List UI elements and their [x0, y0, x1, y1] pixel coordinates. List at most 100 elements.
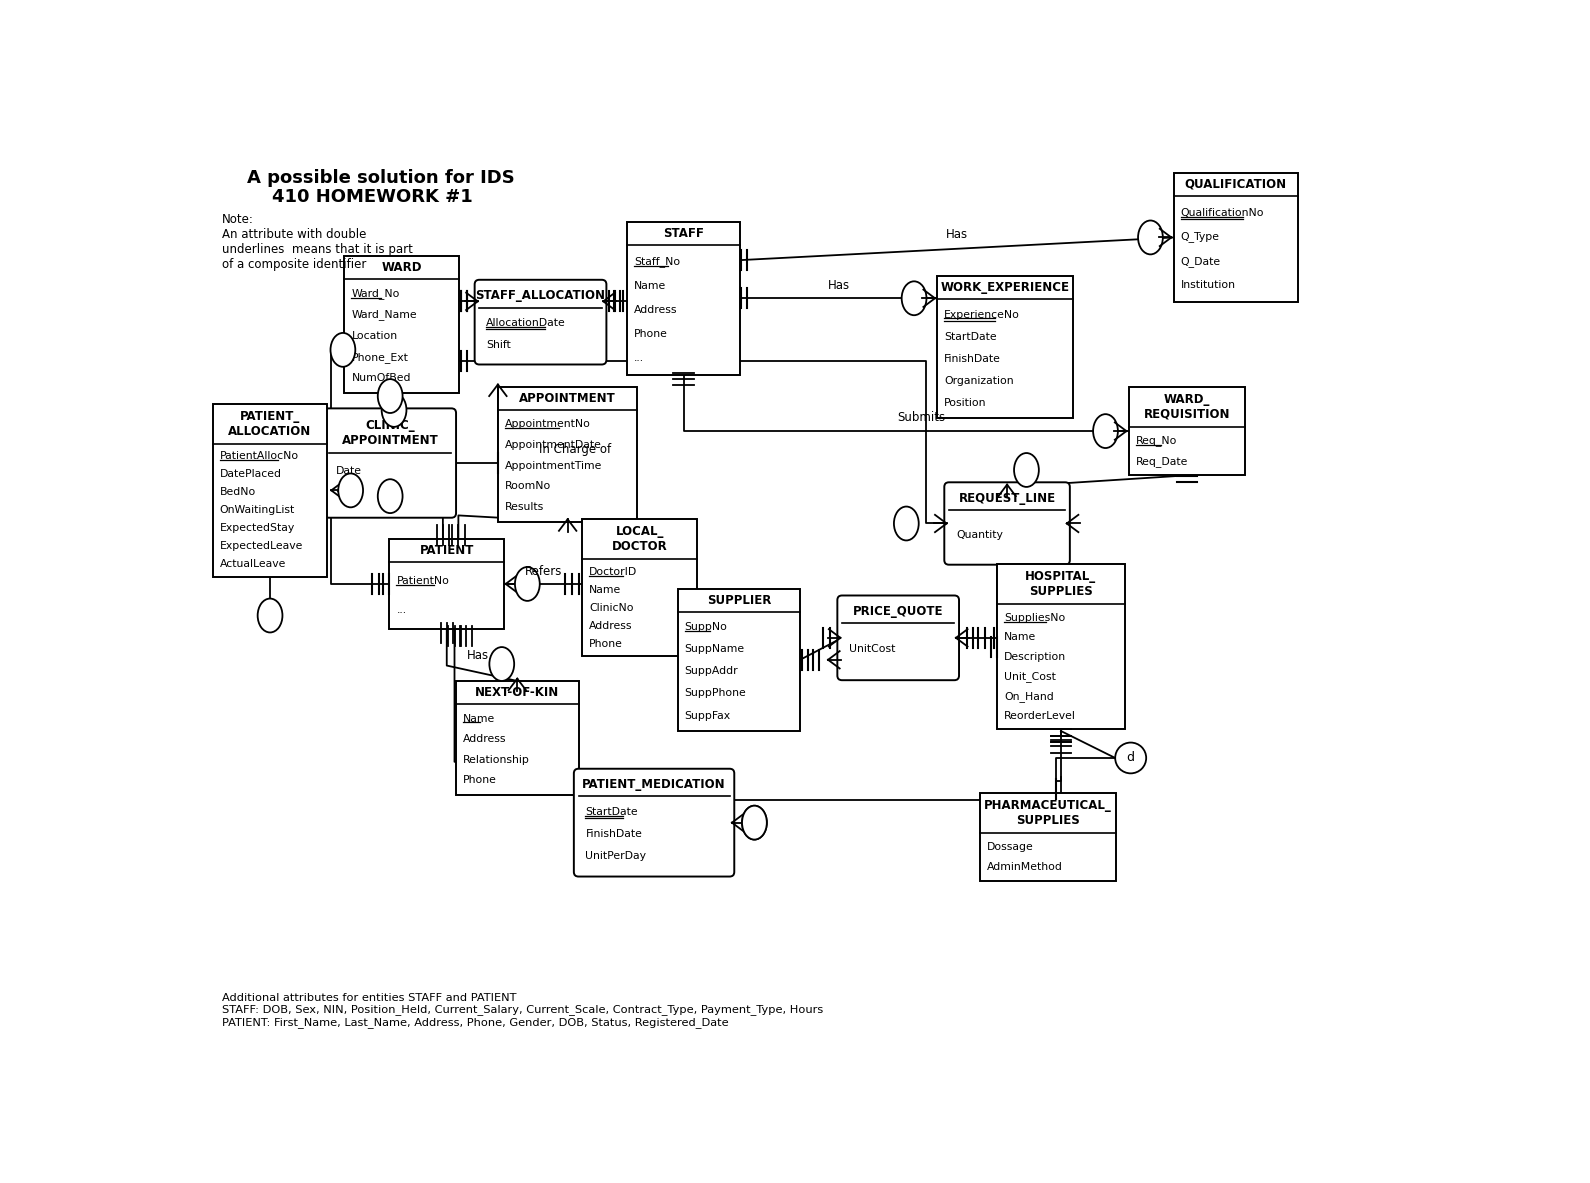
Text: Note:
An attribute with double
underlines  means that it is part
of a composite : Note: An attribute with double underline… [223, 213, 413, 271]
Text: Institution: Institution [1181, 280, 1235, 290]
Text: Date: Date [335, 466, 363, 476]
Text: UnitCost: UnitCost [849, 645, 895, 654]
Ellipse shape [1092, 414, 1118, 448]
Text: Location: Location [351, 331, 398, 341]
Text: ...: ... [634, 353, 644, 363]
Text: PatientAllocNo: PatientAllocNo [219, 452, 299, 461]
Text: Q_Date: Q_Date [1181, 256, 1221, 266]
Text: AllocationDate: AllocationDate [487, 318, 566, 328]
Ellipse shape [743, 806, 766, 840]
Text: 410 HOMEWORK #1: 410 HOMEWORK #1 [246, 188, 472, 206]
Text: ExperienceNo: ExperienceNo [944, 310, 1021, 319]
Text: LOCAL_
DOCTOR: LOCAL_ DOCTOR [612, 525, 668, 554]
Text: PHARMACEUTICAL_
SUPPLIES: PHARMACEUTICAL_ SUPPLIES [984, 799, 1111, 827]
Text: STAFF: STAFF [663, 227, 704, 240]
Bar [213, 403, 328, 577]
Bar [498, 387, 638, 522]
Text: SuppAddr: SuppAddr [685, 666, 738, 677]
Text: SuppliesNo: SuppliesNo [1003, 613, 1065, 622]
Text: ActualLeave: ActualLeave [219, 560, 286, 569]
Text: PATIENT_
ALLOCATION: PATIENT_ ALLOCATION [229, 409, 312, 438]
Text: Has: Has [467, 648, 488, 661]
Text: Quantity: Quantity [956, 530, 1003, 541]
Text: ReorderLevel: ReorderLevel [1003, 711, 1076, 720]
Text: QualificationNo: QualificationNo [1181, 208, 1264, 218]
Text: SuppFax: SuppFax [685, 711, 731, 720]
FancyBboxPatch shape [324, 408, 456, 518]
Text: PATIENT: PATIENT [420, 543, 474, 556]
Bar [456, 681, 579, 795]
Bar [677, 589, 800, 731]
Bar [1129, 387, 1245, 476]
Text: Phone_Ext: Phone_Ext [351, 351, 409, 362]
Text: FinishDate: FinishDate [944, 354, 1002, 363]
Ellipse shape [490, 647, 514, 681]
Text: STAFF_ALLOCATION: STAFF_ALLOCATION [475, 290, 606, 303]
Text: ExpectedLeave: ExpectedLeave [219, 542, 304, 551]
Text: d: d [1127, 751, 1135, 764]
Text: OnWaitingList: OnWaitingList [219, 505, 294, 516]
Bar [628, 222, 739, 375]
Text: On_Hand: On_Hand [1003, 691, 1054, 702]
Text: Name: Name [590, 584, 622, 595]
Text: ClinicNo: ClinicNo [590, 603, 634, 613]
Text: Ward_No: Ward_No [351, 289, 399, 299]
Text: Ward_Name: Ward_Name [351, 310, 417, 321]
Text: PATIENT_MEDICATION: PATIENT_MEDICATION [582, 778, 727, 791]
Text: Name: Name [1003, 632, 1037, 642]
Text: SuppPhone: SuppPhone [685, 689, 746, 698]
Text: A possible solution for IDS: A possible solution for IDS [246, 169, 515, 187]
Ellipse shape [331, 332, 355, 367]
Text: Additional attributes for entities STAFF and PATIENT
STAFF: DOB, Sex, NIN, Posit: Additional attributes for entities STAFF… [223, 993, 824, 1028]
Text: PatientNo: PatientNo [396, 576, 450, 587]
Ellipse shape [382, 393, 407, 427]
Text: HOSPITAL_
SUPPLIES: HOSPITAL_ SUPPLIES [1026, 570, 1097, 597]
Text: REQUEST_LINE: REQUEST_LINE [959, 492, 1056, 505]
Text: Position: Position [944, 397, 987, 408]
Text: FinishDate: FinishDate [585, 829, 642, 839]
Text: Organization: Organization [944, 376, 1014, 386]
Ellipse shape [378, 479, 402, 513]
Text: BedNo: BedNo [219, 487, 256, 497]
Text: AppointmentTime: AppointmentTime [506, 460, 603, 471]
Text: Results: Results [506, 502, 544, 512]
Text: QUALIFICATION: QUALIFICATION [1185, 177, 1286, 190]
Text: PRICE_QUOTE: PRICE_QUOTE [852, 606, 943, 619]
Text: ExpectedStay: ExpectedStay [219, 523, 294, 534]
Text: Unit_Cost: Unit_Cost [1003, 671, 1056, 681]
Text: Submits: Submits [898, 411, 946, 424]
Text: APPOINTMENT: APPOINTMENT [520, 392, 615, 405]
Text: Q_Type: Q_Type [1181, 232, 1220, 243]
FancyBboxPatch shape [944, 483, 1070, 564]
Text: Shift: Shift [487, 340, 510, 350]
Bar [345, 256, 460, 393]
Text: UnitPerDay: UnitPerDay [585, 852, 647, 861]
Text: Name: Name [463, 713, 494, 724]
Ellipse shape [902, 282, 927, 315]
Text: Time: Time [335, 491, 363, 500]
Text: Has: Has [946, 228, 968, 241]
Text: NumOfBed: NumOfBed [351, 373, 410, 383]
Ellipse shape [743, 806, 766, 840]
Text: Address: Address [463, 735, 507, 744]
Text: AppointmentNo: AppointmentNo [506, 420, 591, 429]
Text: RoomNo: RoomNo [506, 481, 552, 491]
Text: ...: ... [396, 605, 407, 615]
Text: StartDate: StartDate [944, 331, 997, 342]
Text: Name: Name [634, 280, 666, 291]
Bar [938, 276, 1073, 419]
Ellipse shape [1138, 220, 1162, 254]
Bar [979, 793, 1116, 881]
Text: Description: Description [1003, 652, 1067, 662]
Text: Has: Has [827, 279, 849, 292]
Text: Req_No: Req_No [1135, 435, 1177, 446]
Bar [390, 538, 504, 629]
FancyBboxPatch shape [838, 595, 959, 680]
Ellipse shape [1014, 453, 1038, 487]
Text: Dossage: Dossage [987, 842, 1034, 852]
FancyBboxPatch shape [574, 769, 735, 877]
Text: NEXT-OF-KIN: NEXT-OF-KIN [475, 686, 560, 699]
Ellipse shape [339, 473, 363, 508]
Text: In Charge of: In Charge of [539, 442, 612, 455]
FancyBboxPatch shape [475, 280, 606, 364]
